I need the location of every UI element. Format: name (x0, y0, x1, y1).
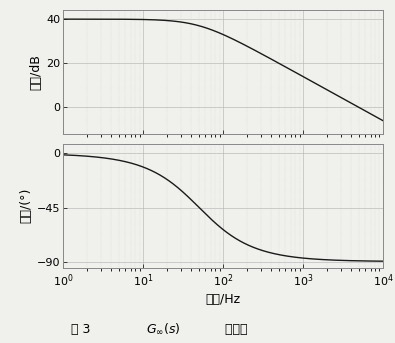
X-axis label: 频率/Hz: 频率/Hz (206, 293, 241, 306)
Y-axis label: 幅値/dB: 幅値/dB (29, 54, 42, 90)
Text: 图 3: 图 3 (71, 323, 102, 336)
Y-axis label: 相位/(°): 相位/(°) (20, 188, 33, 223)
Text: $G_{\infty}(s)$: $G_{\infty}(s)$ (146, 322, 181, 336)
Text: 的幅频: 的幅频 (221, 323, 248, 336)
